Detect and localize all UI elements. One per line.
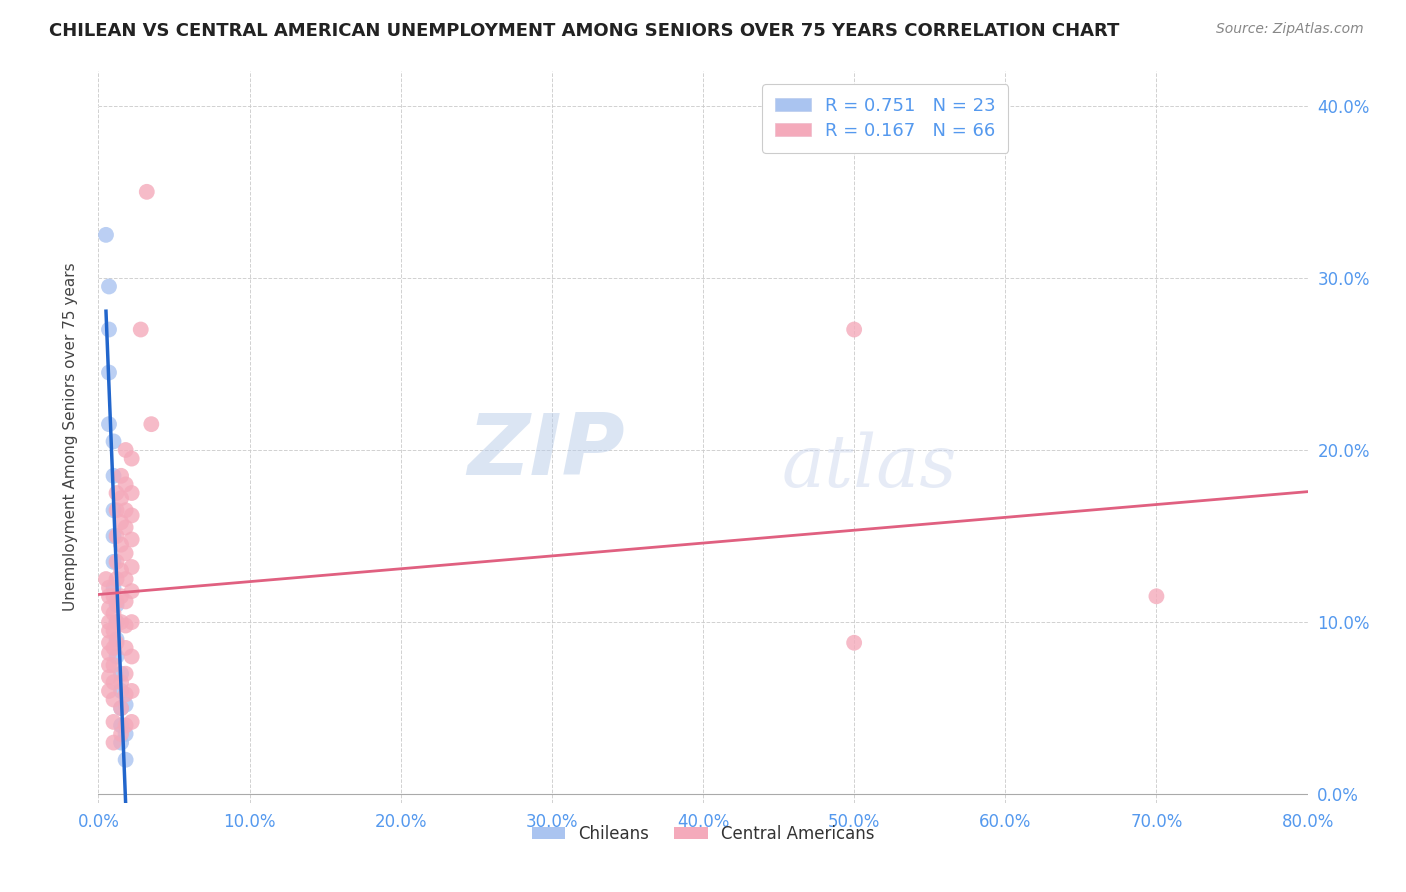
Point: [103, 675, 125, 690]
Point: [110, 701, 132, 715]
Point: [121, 584, 143, 599]
Point: [114, 640, 136, 655]
Point: [121, 451, 143, 466]
Point: [105, 615, 128, 629]
Point: [121, 560, 143, 574]
Point: [105, 598, 128, 612]
Point: [98, 684, 121, 698]
Point: [110, 666, 132, 681]
Point: [98, 417, 121, 432]
Text: CHILEAN VS CENTRAL AMERICAN UNEMPLOYMENT AMONG SENIORS OVER 75 YEARS CORRELATION: CHILEAN VS CENTRAL AMERICAN UNEMPLOYMENT…: [49, 22, 1119, 40]
Point: [103, 658, 125, 673]
Point: [114, 572, 136, 586]
Point: [103, 434, 125, 449]
Point: [129, 322, 152, 336]
Point: [103, 692, 125, 706]
Point: [110, 735, 132, 749]
Point: [114, 477, 136, 491]
Point: [114, 727, 136, 741]
Point: [110, 727, 132, 741]
Point: [110, 564, 132, 578]
Point: [110, 684, 132, 698]
Point: [105, 632, 128, 647]
Point: [94, 227, 117, 242]
Point: [110, 491, 132, 505]
Point: [105, 615, 128, 629]
Point: [114, 442, 136, 457]
Point: [135, 185, 157, 199]
Point: [121, 649, 143, 664]
Point: [105, 529, 128, 543]
Point: [98, 581, 121, 595]
Point: [114, 753, 136, 767]
Point: [105, 503, 128, 517]
Point: [105, 636, 128, 650]
Point: [110, 538, 132, 552]
Point: [114, 666, 136, 681]
Point: [114, 520, 136, 534]
Point: [121, 714, 143, 729]
Point: [105, 594, 128, 608]
Point: [121, 508, 143, 523]
Point: [105, 572, 128, 586]
Point: [121, 684, 143, 698]
Point: [103, 581, 125, 595]
Point: [114, 698, 136, 712]
Point: [114, 687, 136, 701]
Point: [103, 503, 125, 517]
Point: [844, 322, 866, 336]
Point: [105, 555, 128, 569]
Point: [103, 735, 125, 749]
Point: [110, 701, 132, 715]
Point: [98, 279, 121, 293]
Point: [98, 658, 121, 673]
Point: [98, 670, 121, 684]
Point: [94, 572, 117, 586]
Point: [103, 640, 125, 655]
Point: [98, 646, 121, 660]
Point: [110, 675, 132, 690]
Text: atlas: atlas: [782, 431, 957, 501]
Point: [105, 486, 128, 500]
Point: [103, 468, 125, 483]
Point: [98, 366, 121, 380]
Point: [103, 589, 125, 603]
Point: [103, 607, 125, 621]
Text: ZIP: ZIP: [467, 410, 624, 493]
Point: [110, 718, 132, 732]
Point: [114, 594, 136, 608]
Point: [110, 468, 132, 483]
Point: [114, 618, 136, 632]
Point: [114, 718, 136, 732]
Point: [103, 714, 125, 729]
Point: [105, 649, 128, 664]
Point: [121, 533, 143, 547]
Point: [98, 615, 121, 629]
Y-axis label: Unemployment Among Seniors over 75 years: Unemployment Among Seniors over 75 years: [63, 263, 77, 611]
Point: [141, 417, 163, 432]
Point: [103, 624, 125, 638]
Point: [98, 624, 121, 638]
Point: [98, 589, 121, 603]
Point: [1144, 589, 1167, 603]
Point: [110, 589, 132, 603]
Point: [114, 503, 136, 517]
Point: [844, 636, 866, 650]
Legend: Chileans, Central Americans: Chileans, Central Americans: [524, 818, 882, 849]
Point: [98, 636, 121, 650]
Text: Source: ZipAtlas.com: Source: ZipAtlas.com: [1216, 22, 1364, 37]
Point: [98, 601, 121, 615]
Point: [110, 516, 132, 530]
Point: [103, 529, 125, 543]
Point: [114, 546, 136, 560]
Point: [121, 615, 143, 629]
Point: [98, 322, 121, 336]
Point: [103, 555, 125, 569]
Point: [121, 486, 143, 500]
Point: [110, 615, 132, 629]
